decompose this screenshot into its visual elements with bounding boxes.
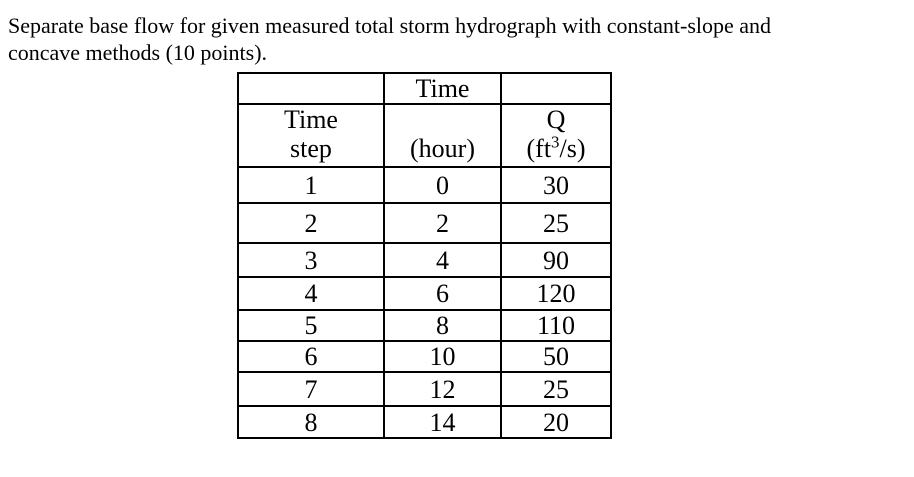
- table-row: 8 14 20: [237, 405, 612, 439]
- hydrograph-table: Time Time step (hour) Q (ft3/s) 1 0 30: [237, 72, 612, 439]
- cell-hour: 12: [383, 371, 502, 407]
- cell-q: 25: [500, 371, 612, 407]
- problem-statement-line-2: concave methods (10 points).: [8, 40, 268, 65]
- header-q-symbol: Q: [546, 105, 566, 134]
- cell-hour: 8: [383, 309, 502, 342]
- table-row: 4 6 120: [237, 276, 612, 311]
- cell-q: 30: [500, 166, 612, 204]
- header-empty-cell: [237, 72, 385, 105]
- table-header-row-labels: Time step (hour) Q (ft3/s): [237, 103, 612, 168]
- cell-q: 25: [500, 202, 612, 244]
- header-time-step-line2: step: [290, 134, 332, 163]
- q-unit-pre: (ft: [526, 134, 552, 163]
- header-time-group-cell: Time: [383, 72, 502, 105]
- header-q-cell: Q (ft3/s): [500, 103, 612, 168]
- header-time-step-line1: Time: [284, 105, 338, 134]
- table-header-row-group: Time: [237, 72, 612, 105]
- cell-step: 1: [237, 166, 385, 204]
- header-q-unit: (ft3/s): [503, 132, 609, 163]
- cell-q: 50: [500, 340, 612, 373]
- table-row: 5 8 110: [237, 309, 612, 342]
- cell-q: 120: [500, 276, 612, 311]
- cell-step: 3: [237, 242, 385, 278]
- problem-statement: Separate base flow for given measured to…: [8, 12, 771, 66]
- problem-statement-line-1: Separate base flow for given measured to…: [8, 13, 772, 38]
- cell-q: 110: [500, 309, 612, 342]
- cell-hour: 2: [383, 202, 502, 244]
- cell-hour: 4: [383, 242, 502, 278]
- table-row: 3 4 90: [237, 242, 612, 278]
- cell-step: 6: [237, 340, 385, 373]
- table-row: 6 10 50: [237, 340, 612, 373]
- cell-hour: 10: [383, 340, 502, 373]
- table-row: 1 0 30: [237, 166, 612, 204]
- cell-step: 5: [237, 309, 385, 342]
- cell-q: 90: [500, 242, 612, 278]
- table-row: 2 2 25: [237, 202, 612, 244]
- cell-q: 20: [500, 405, 612, 439]
- cell-step: 4: [237, 276, 385, 311]
- header-hour-cell: (hour): [383, 103, 502, 168]
- cell-hour: 14: [383, 405, 502, 439]
- q-unit-superscript: 3: [551, 132, 560, 152]
- cell-hour: 6: [383, 276, 502, 311]
- cell-step: 8: [237, 405, 385, 439]
- cell-hour: 0: [383, 166, 502, 204]
- table-row: 7 12 25: [237, 371, 612, 407]
- q-unit-post: /s): [559, 134, 586, 163]
- header-empty-cell: [500, 72, 612, 105]
- cell-step: 2: [237, 202, 385, 244]
- header-time-step-cell: Time step: [237, 103, 385, 168]
- cell-step: 7: [237, 371, 385, 407]
